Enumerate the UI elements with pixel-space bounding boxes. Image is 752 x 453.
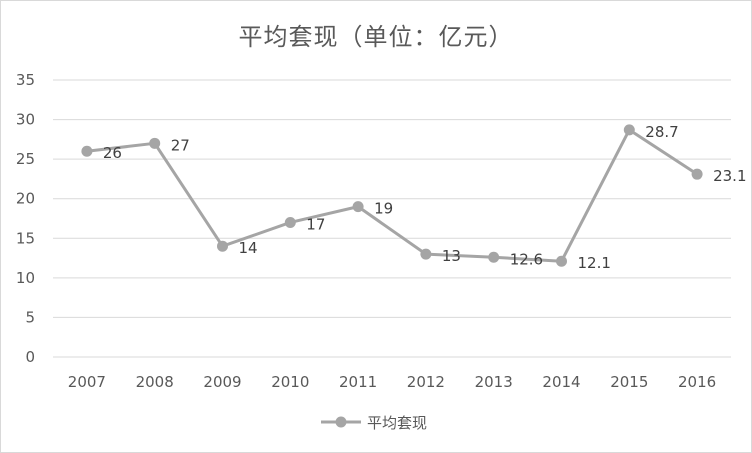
y-tick-label: 30 bbox=[16, 111, 35, 129]
data-point bbox=[488, 251, 500, 263]
data-point bbox=[217, 240, 228, 252]
data-label: 14 bbox=[239, 239, 258, 257]
y-tick-label: 20 bbox=[16, 190, 35, 208]
y-tick-label: 10 bbox=[16, 269, 35, 287]
y-tick-label: 15 bbox=[16, 229, 35, 247]
x-tick-label: 2009 bbox=[203, 373, 241, 391]
data-label: 23.1 bbox=[713, 167, 746, 185]
data-label: 19 bbox=[374, 200, 393, 218]
data-point bbox=[149, 137, 161, 149]
data-point bbox=[623, 124, 635, 136]
data-label: 17 bbox=[306, 215, 325, 233]
data-point bbox=[691, 168, 703, 180]
data-point bbox=[81, 145, 93, 157]
y-tick-label: 0 bbox=[25, 348, 35, 366]
x-tick-label: 2014 bbox=[542, 373, 580, 391]
legend-label: 平均套现 bbox=[367, 414, 427, 432]
data-label: 13 bbox=[442, 247, 461, 265]
data-point bbox=[420, 248, 432, 260]
data-point bbox=[352, 201, 364, 213]
x-tick-label: 2016 bbox=[678, 373, 716, 391]
x-tick-label: 2008 bbox=[136, 373, 174, 391]
x-tick-label: 2007 bbox=[68, 373, 106, 391]
data-label: 28.7 bbox=[645, 123, 678, 141]
x-tick-label: 2011 bbox=[339, 373, 377, 391]
data-label: 12.1 bbox=[578, 254, 611, 272]
data-point bbox=[284, 216, 296, 228]
data-label: 12.6 bbox=[510, 250, 543, 268]
x-tick-label: 2010 bbox=[271, 373, 309, 391]
chart-title: 平均套现（单位：亿元） bbox=[238, 23, 514, 51]
y-tick-label: 25 bbox=[16, 150, 35, 168]
x-tick-label: 2015 bbox=[610, 373, 648, 391]
x-tick-label: 2013 bbox=[475, 373, 513, 391]
y-tick-label: 35 bbox=[16, 71, 35, 89]
data-label: 27 bbox=[171, 136, 190, 154]
data-point bbox=[556, 255, 567, 267]
data-label: 26 bbox=[103, 144, 122, 162]
series-line bbox=[86, 128, 698, 263]
legend-marker bbox=[335, 416, 347, 428]
x-tick-label: 2012 bbox=[407, 373, 445, 391]
y-tick-label: 5 bbox=[25, 308, 35, 326]
